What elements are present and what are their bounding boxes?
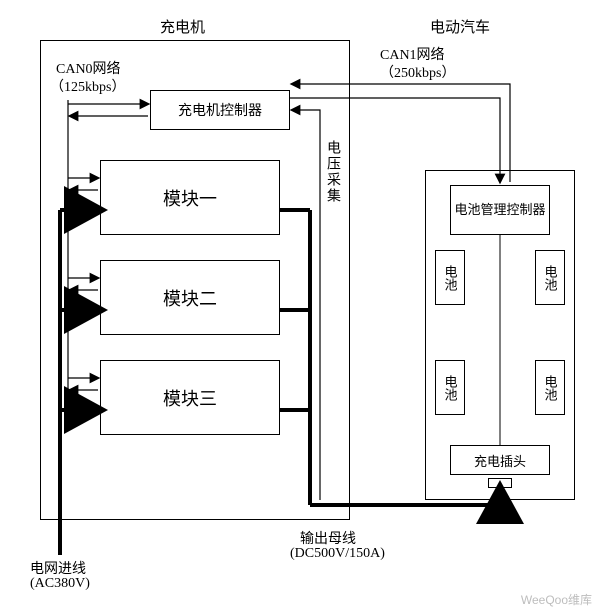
charger-controller-box: 充电机控制器 [150,90,290,130]
module3-label: 模块三 [163,385,217,411]
module2-label: 模块二 [163,285,217,311]
output-bus-label-line1: 输出母线 [300,528,356,548]
bms-box: 电池管理控制器 [450,185,550,235]
battery-bottom-right: 电池 [535,360,565,415]
battery-label-4: 电池 [541,375,560,401]
battery-top-left: 电池 [435,250,465,305]
can1-label-line2: （250kbps） [380,62,455,82]
module-3-box: 模块三 [100,360,280,435]
battery-bottom-left: 电池 [435,360,465,415]
output-bus-label-line2: (DC500V/150A) [290,546,385,562]
plug-label: 充电插头 [474,451,526,470]
ev-title: 电动汽车 [430,16,490,37]
charging-plug-box: 充电插头 [450,445,550,475]
battery-label-3: 电池 [441,375,460,401]
module-2-box: 模块二 [100,260,280,335]
controller-label: 充电机控制器 [178,100,262,120]
watermark: WeeQoo维库 [521,591,592,608]
battery-label-1: 电池 [441,265,460,291]
battery-label-2: 电池 [541,265,560,291]
battery-top-right: 电池 [535,250,565,305]
grid-in-label-line2: (AC380V) [30,576,90,592]
module1-label: 模块一 [163,185,217,211]
charger-title: 充电机 [160,16,205,37]
module-1-box: 模块一 [100,160,280,235]
grid-in-label-line1: 电网进线 [30,558,86,578]
plug-contact [488,478,512,488]
can1-label-line1: CAN1网络 [380,44,445,64]
bms-label: 电池管理控制器 [454,202,545,218]
